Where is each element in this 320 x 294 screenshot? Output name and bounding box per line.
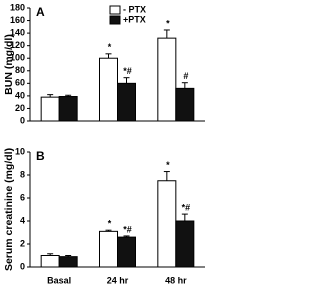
annotation: * bbox=[166, 160, 170, 170]
bar bbox=[117, 236, 136, 268]
x-tick-label: 48 hr bbox=[165, 275, 187, 285]
bar bbox=[175, 87, 195, 122]
y-tick-label: 20 bbox=[15, 103, 25, 113]
bar bbox=[157, 180, 177, 268]
annotation: *# bbox=[182, 202, 191, 212]
annotation: *# bbox=[123, 224, 132, 234]
legend-label: +PTX bbox=[123, 14, 146, 24]
y-tick-label: 160 bbox=[10, 15, 25, 25]
axis-title: BUN (mg/dl) bbox=[3, 34, 15, 95]
y-tick-label: 6 bbox=[20, 192, 25, 202]
y-tick-label: 2 bbox=[20, 238, 25, 248]
bar bbox=[40, 255, 60, 268]
panel-label: A bbox=[36, 5, 45, 19]
y-tick-label: 100 bbox=[10, 53, 25, 63]
y-tick-label: 0 bbox=[20, 115, 25, 125]
annotation: # bbox=[183, 71, 188, 81]
y-tick-label: 60 bbox=[15, 78, 25, 88]
y-tick-label: 180 bbox=[10, 2, 25, 12]
bar bbox=[157, 37, 177, 122]
y-tick-label: 10 bbox=[15, 146, 25, 156]
legend-label: - PTX bbox=[123, 4, 146, 14]
bar bbox=[58, 96, 78, 122]
y-tick-label: 120 bbox=[10, 40, 25, 50]
bar bbox=[99, 57, 118, 122]
annotation: *# bbox=[123, 66, 132, 76]
bar bbox=[117, 82, 136, 122]
y-tick-label: 0 bbox=[20, 261, 25, 271]
annotation: * bbox=[108, 42, 112, 52]
x-tick-label: Basal bbox=[47, 275, 71, 285]
y-tick-label: 40 bbox=[15, 90, 25, 100]
x-tick-label: 24 hr bbox=[107, 275, 129, 285]
annotation: * bbox=[166, 18, 170, 28]
bar bbox=[99, 230, 118, 268]
panel-label: B bbox=[36, 149, 45, 163]
annotation: * bbox=[108, 219, 112, 229]
bar bbox=[58, 256, 78, 268]
legend-swatch bbox=[109, 5, 121, 15]
chart: BUN (mg/dl)A020406080100120140160180**- … bbox=[3, 2, 205, 285]
y-tick-label: 80 bbox=[15, 65, 25, 75]
y-tick-label: 8 bbox=[20, 169, 25, 179]
y-tick-label: 140 bbox=[10, 27, 25, 37]
bar bbox=[175, 220, 195, 268]
axis-title: Serum creatinine (mg/dl) bbox=[3, 148, 15, 271]
legend-swatch bbox=[109, 15, 121, 25]
y-tick-label: 4 bbox=[20, 215, 25, 225]
bar bbox=[40, 96, 60, 122]
